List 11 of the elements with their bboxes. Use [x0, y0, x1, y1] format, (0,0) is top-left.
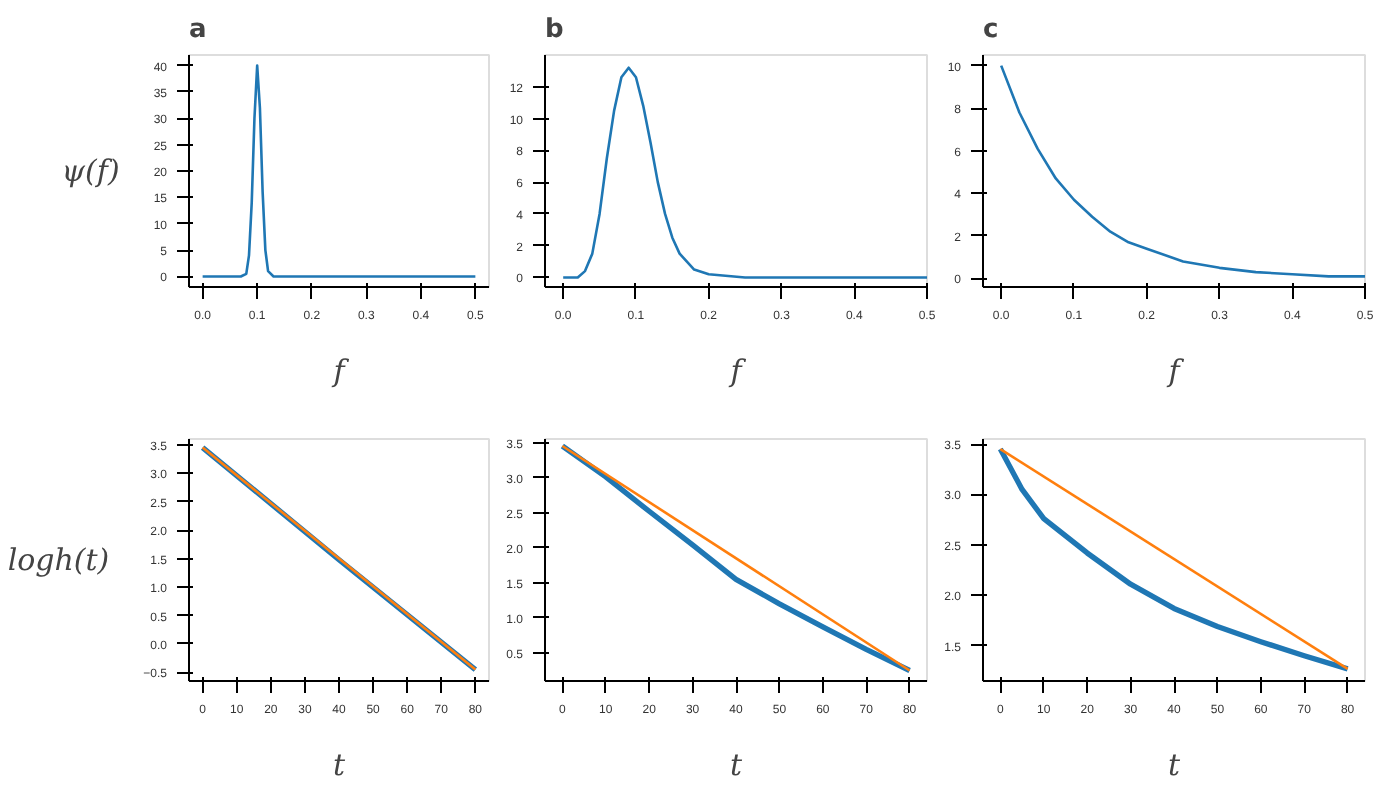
chart-title: c	[983, 15, 999, 45]
x-axis-title: t	[729, 747, 744, 783]
y-axis-title: logh(t)	[7, 542, 110, 578]
x-axis-title: t	[332, 747, 347, 783]
chart-title: b	[545, 15, 564, 45]
y-axis-title: ψ(f)	[61, 153, 120, 189]
x-axis-title: f	[1166, 353, 1185, 389]
x-axis-title: t	[1167, 747, 1182, 783]
x-axis-title: f	[728, 353, 747, 389]
chart-title: a	[189, 15, 207, 45]
x-axis-title: f	[331, 353, 350, 389]
